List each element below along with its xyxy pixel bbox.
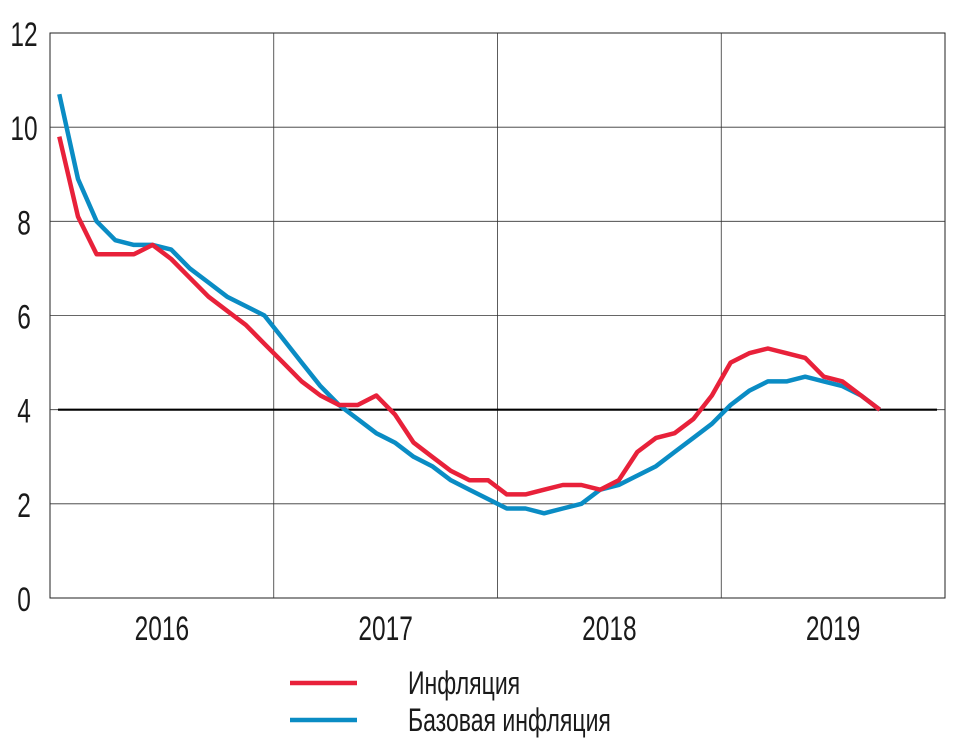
- y-axis-ticks: 0 2 4 6 8 10 12: [10, 16, 37, 619]
- y-tick-label: 6: [17, 299, 31, 337]
- y-tick-label: 10: [10, 110, 37, 148]
- y-tick-label: 8: [17, 204, 31, 242]
- x-axis-ticks: 2016 2017 2018 2019: [135, 610, 861, 648]
- y-tick-label: 12: [10, 16, 37, 54]
- series-lines: [57, 93, 882, 516]
- legend-label: Базовая инфляция: [408, 702, 611, 738]
- x-tick-label: 2017: [358, 610, 412, 648]
- y-tick-label: 4: [17, 393, 31, 431]
- x-tick-label: 2019: [806, 610, 860, 648]
- y-tick-label: 0: [17, 581, 31, 619]
- series-line-inflation: [57, 136, 882, 497]
- legend-label: Инфляция: [408, 665, 520, 701]
- series-line-core-inflation: [57, 93, 882, 516]
- grid: [49, 32, 946, 599]
- x-tick-label: 2018: [582, 610, 636, 648]
- x-tick-label: 2016: [135, 610, 189, 648]
- y-tick-label: 2: [17, 487, 31, 525]
